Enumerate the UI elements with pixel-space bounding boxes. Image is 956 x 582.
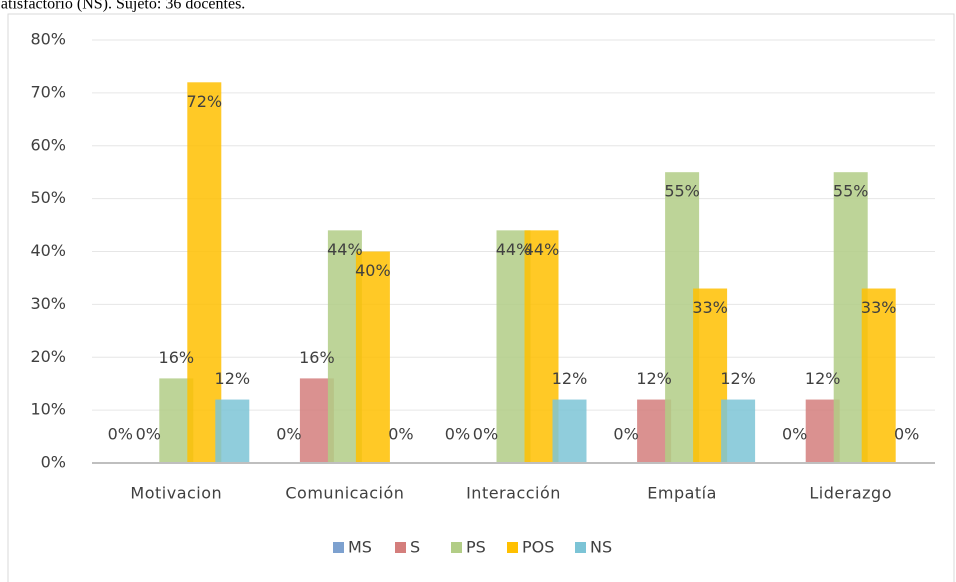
data-label: 12% [805,369,841,388]
legend-label: PS [466,538,486,557]
data-label: 55% [833,182,869,201]
data-label: 0% [276,425,301,444]
data-label: 55% [664,182,700,201]
bar [861,288,896,463]
data-label: 0% [473,425,498,444]
chart-frame [7,13,955,582]
bar [552,399,587,463]
data-label: 44% [524,240,560,259]
bar [215,399,250,463]
x-tick-label: Motivacion [130,484,222,503]
y-tick-label: 80% [30,30,66,49]
caption: Satisfactorio (NS). Sujeto: 36 docentes. [0,0,245,13]
bar [721,399,756,463]
legend-swatch [451,542,462,553]
legend-label: S [410,538,420,557]
y-tick-label: 0% [41,453,66,472]
data-label: 0% [445,425,470,444]
data-label: 16% [299,348,335,367]
data-label: 12% [552,369,588,388]
legend-swatch [395,542,406,553]
data-label: 12% [720,369,756,388]
x-tick-label: Liderazgo [809,484,892,503]
data-label: 0% [108,425,133,444]
data-label: 44% [327,240,363,259]
data-label: 72% [187,92,223,111]
data-label: 16% [159,348,195,367]
data-label: 44% [496,240,532,259]
y-tick-label: 40% [30,241,66,260]
y-tick-label: 20% [30,347,66,366]
legend-swatch [333,542,344,553]
x-tick-label: Comunicación [285,484,404,503]
data-label: 12% [215,369,251,388]
data-label: 33% [692,298,728,317]
data-label: 0% [894,425,919,444]
data-label: 0% [782,425,807,444]
x-tick-label: Interacción [466,484,561,503]
y-tick-label: 70% [30,82,66,101]
data-label: 12% [636,369,672,388]
x-tick-label: Empatía [647,484,717,503]
legend-swatch [575,542,586,553]
bar [355,251,390,463]
y-tick-label: 10% [30,400,66,419]
legend-label: POS [522,538,554,557]
y-tick-label: 60% [30,135,66,154]
data-label: 0% [613,425,638,444]
data-label: 33% [861,298,897,317]
legend-label: MS [348,538,372,557]
y-tick-label: 50% [30,188,66,207]
data-label: 0% [388,425,413,444]
legend-label: NS [590,538,612,557]
legend-swatch [507,542,518,553]
data-label: 0% [136,425,161,444]
y-tick-label: 30% [30,294,66,313]
data-label: 40% [355,261,391,280]
